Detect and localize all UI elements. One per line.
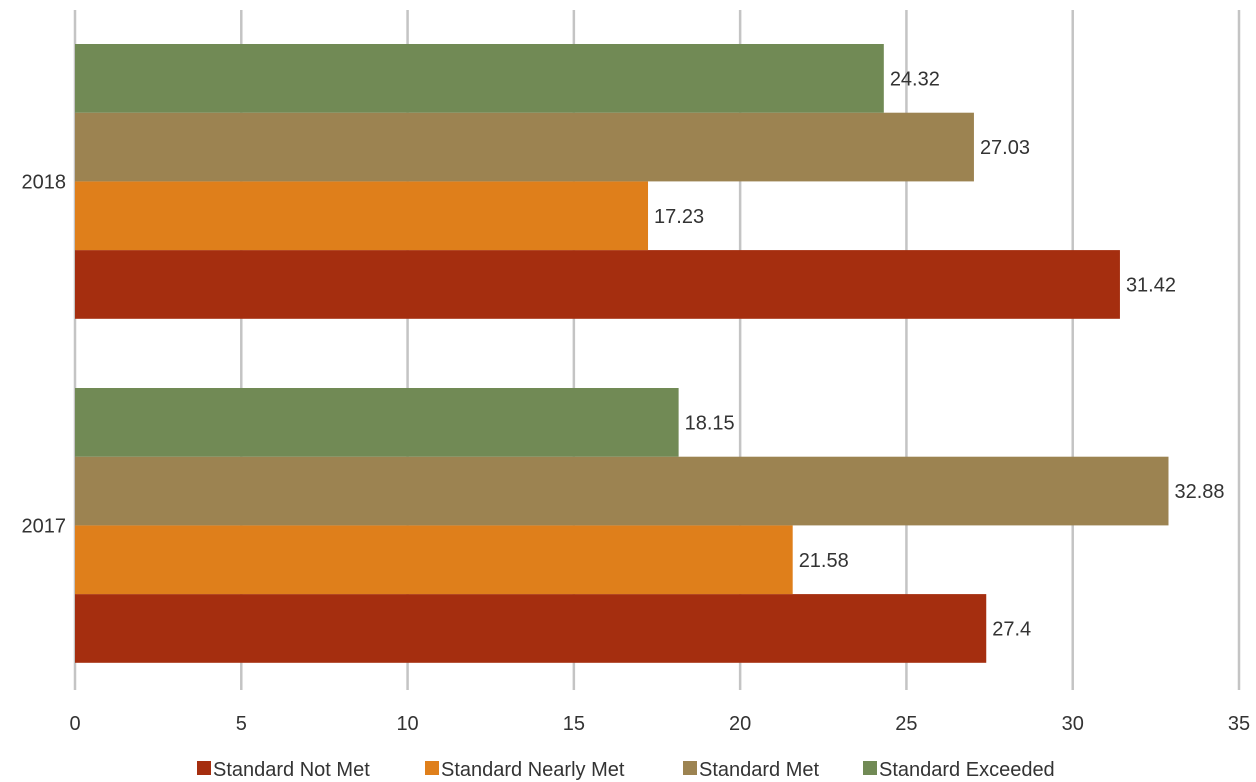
bar-2018-standard-exceeded xyxy=(75,44,884,113)
x-tick-label-5: 5 xyxy=(236,713,247,735)
legend-swatch-standard-not-met xyxy=(197,761,211,775)
data-label-2017-standard-not-met: 27.4 xyxy=(992,618,1031,640)
bar-2018-standard-nearly-met xyxy=(75,181,649,251)
legend-swatch-standard-nearly-met xyxy=(425,761,439,775)
bar-2018-standard-met xyxy=(75,112,974,182)
bar-2018-standard-not-met xyxy=(75,250,1120,319)
x-tick-label-15: 15 xyxy=(563,713,585,735)
category-labels: 2018 2017 xyxy=(22,171,67,537)
bar-2017-standard-met xyxy=(75,456,1169,526)
data-label-2018-standard-nearly-met: 17.23 xyxy=(654,206,704,228)
x-tick-label-25: 25 xyxy=(895,713,917,735)
bars xyxy=(75,44,1169,663)
bar-2017-standard-not-met xyxy=(75,594,987,663)
data-label-2018-standard-exceeded: 24.32 xyxy=(890,68,940,90)
x-tick-label-20: 20 xyxy=(729,713,751,735)
category-label-2018: 2018 xyxy=(22,171,67,193)
legend: Standard Not Met Standard Nearly Met Stand… xyxy=(197,759,1055,781)
legend-swatch-standard-exceeded xyxy=(863,761,877,775)
legend-swatch-standard-met xyxy=(683,761,697,775)
x-tick-label-35: 35 xyxy=(1228,713,1250,735)
data-label-2017-standard-exceeded: 18.15 xyxy=(685,412,735,434)
legend-label-standard-met: Standard Met xyxy=(699,759,820,781)
legend-label-standard-exceeded: Standard Exceeded xyxy=(879,759,1055,781)
legend-label-standard-nearly-met: Standard Nearly Met xyxy=(441,759,625,781)
data-label-2017-standard-met: 32.88 xyxy=(1174,481,1224,503)
x-tick-labels: 0 5 10 15 20 25 30 35 xyxy=(69,713,1250,735)
data-label-2018-standard-met: 27.03 xyxy=(980,137,1030,159)
x-tick-label-0: 0 xyxy=(69,713,80,735)
x-tick-label-30: 30 xyxy=(1062,713,1084,735)
legend-label-standard-not-met: Standard Not Met xyxy=(213,759,370,781)
data-label-2017-standard-nearly-met: 21.58 xyxy=(799,550,849,572)
category-label-2017: 2017 xyxy=(22,515,67,537)
bar-2017-standard-exceeded xyxy=(75,388,679,457)
data-label-2018-standard-not-met: 31.42 xyxy=(1126,274,1176,296)
x-tick-label-10: 10 xyxy=(396,713,418,735)
bar-2017-standard-nearly-met xyxy=(75,525,793,595)
data-labels: 31.42 17.23 27.03 24.32 27.4 21.58 32.88 18.15 xyxy=(654,68,1225,640)
